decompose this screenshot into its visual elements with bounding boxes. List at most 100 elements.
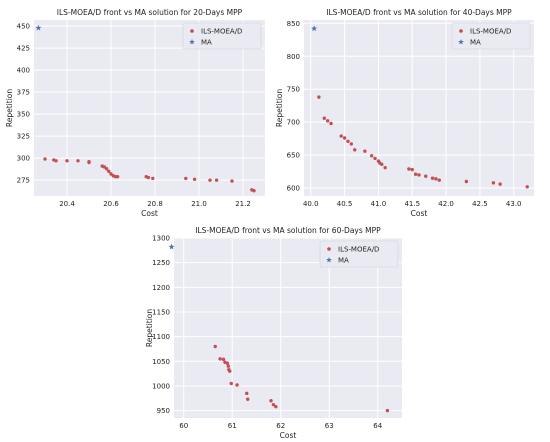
ils-moead-point bbox=[329, 121, 333, 126]
x-tick-label: 21.2 bbox=[235, 200, 251, 208]
y-tick-label: 1100 bbox=[152, 333, 170, 341]
ils-moead-point bbox=[322, 116, 326, 120]
ils-moead-point bbox=[410, 167, 414, 172]
chart-title: ILS-MOEA/D front vs MA solution for 40-D… bbox=[326, 8, 512, 17]
ils-moead-point bbox=[218, 357, 222, 361]
ils-moead-point bbox=[246, 397, 250, 401]
y-tick-label: 950 bbox=[157, 407, 170, 415]
y-axis-label: Repetition bbox=[145, 309, 154, 348]
ils-moead-point bbox=[228, 369, 232, 373]
ils-moead-point bbox=[437, 178, 441, 182]
legend-label: ILS-MOEA/D bbox=[470, 28, 511, 36]
x-tick-label: 20.8 bbox=[147, 200, 163, 208]
y-tick-label: 800 bbox=[287, 53, 300, 61]
chart-3: 60 61 62 63 64 950 1000 1050 1100 1150 1200 1250 130… bbox=[145, 226, 402, 440]
ils-moead-point bbox=[225, 361, 230, 365]
y-tick-label: 375 bbox=[17, 89, 30, 97]
ils-moead-point bbox=[369, 154, 374, 158]
ils-moead-point bbox=[383, 165, 387, 170]
x-tick-label: 61 bbox=[228, 422, 237, 430]
ils-moead-point bbox=[349, 142, 354, 146]
ils-moead-point bbox=[87, 160, 91, 165]
ils-moead-point bbox=[104, 167, 109, 171]
y-tick-label: 1250 bbox=[152, 259, 170, 267]
legend-star-marker bbox=[326, 257, 332, 263]
x-tick-label: 40.5 bbox=[337, 200, 353, 208]
legend-circle-marker bbox=[327, 247, 331, 251]
x-tick-label: 62 bbox=[276, 422, 285, 430]
legend-label: MA bbox=[470, 39, 481, 47]
ils-moead-point bbox=[271, 402, 276, 407]
x-tick-label: 43.0 bbox=[506, 200, 522, 208]
ils-moead-point bbox=[192, 177, 197, 181]
ils-moead-point bbox=[54, 159, 58, 163]
ils-moead-point bbox=[413, 172, 418, 176]
ils-moead-point bbox=[380, 162, 384, 167]
y-tick-label: 300 bbox=[17, 155, 30, 163]
ils-moead-point bbox=[430, 176, 435, 180]
plot-area bbox=[304, 20, 534, 196]
ils-moead-point bbox=[115, 174, 120, 179]
ils-moead-point bbox=[424, 174, 428, 178]
ils-moead-point bbox=[491, 181, 496, 185]
y-tick-label: 1050 bbox=[152, 358, 170, 366]
y-tick-label: 1000 bbox=[152, 382, 170, 390]
ils-moead-point bbox=[498, 182, 502, 186]
x-tick-label: 64 bbox=[373, 422, 382, 430]
x-tick-label: 40.0 bbox=[303, 200, 319, 208]
ils-moead-point bbox=[339, 134, 343, 138]
ils-moead-point bbox=[464, 179, 469, 184]
ma-star-point bbox=[35, 24, 42, 31]
ils-moead-point bbox=[252, 189, 256, 193]
ma-star-point bbox=[168, 243, 175, 250]
legend-box bbox=[319, 240, 399, 268]
ils-moead-point bbox=[373, 156, 377, 161]
ils-moead-point bbox=[151, 176, 155, 181]
ils-moead-point bbox=[226, 364, 231, 368]
ils-moead-point bbox=[230, 179, 234, 183]
legend-box bbox=[182, 22, 262, 50]
ils-moead-point bbox=[385, 408, 390, 413]
ils-moead-point bbox=[325, 119, 330, 123]
legend-circle-marker bbox=[459, 29, 463, 33]
ils-moead-point bbox=[229, 381, 233, 386]
chart-title: ILS-MOEA/D front vs MA solution for 20-D… bbox=[57, 8, 243, 17]
x-tick-label: 42.0 bbox=[438, 200, 454, 208]
y-tick-label: 600 bbox=[287, 185, 300, 193]
plot-area bbox=[34, 20, 265, 196]
ils-moead-point bbox=[213, 344, 217, 349]
ils-moead-point bbox=[221, 357, 226, 362]
ils-moead-point bbox=[146, 175, 151, 180]
legend-star-marker bbox=[458, 39, 464, 45]
ils-moead-point bbox=[184, 176, 188, 181]
ils-moead-point bbox=[245, 391, 249, 396]
y-axis-label: Repetition bbox=[275, 89, 284, 128]
ils-moead-point bbox=[346, 139, 350, 143]
x-tick-label: 41.5 bbox=[404, 200, 420, 208]
y-tick-label: 750 bbox=[287, 86, 300, 94]
y-tick-label: 1300 bbox=[152, 235, 170, 243]
legend-label: MA bbox=[201, 39, 212, 47]
y-tick-label: 650 bbox=[287, 152, 300, 160]
ils-moead-point bbox=[107, 169, 111, 174]
y-tick-label: 275 bbox=[17, 177, 30, 185]
ils-moead-point bbox=[208, 178, 212, 182]
y-tick-label: 350 bbox=[17, 111, 30, 119]
ma-star-point bbox=[311, 25, 318, 32]
legend: ILS-MOEA/D MA bbox=[319, 240, 399, 268]
ils-moead-point bbox=[417, 173, 421, 177]
ils-moead-point bbox=[214, 178, 219, 182]
x-axis-label: Cost bbox=[280, 431, 297, 440]
ils-moead-point bbox=[43, 157, 47, 161]
y-tick-label: 450 bbox=[17, 23, 30, 31]
x-axis-label: Cost bbox=[141, 209, 158, 218]
legend: ILS-MOEA/D MA bbox=[182, 22, 262, 50]
ils-moead-point bbox=[274, 404, 278, 409]
ils-moead-point bbox=[65, 159, 69, 163]
legend-star-marker bbox=[189, 39, 195, 45]
x-tick-label: 21.0 bbox=[191, 200, 207, 208]
ils-moead-point bbox=[353, 148, 357, 152]
x-tick-label: 60 bbox=[179, 422, 188, 430]
legend-circle-marker bbox=[190, 29, 194, 33]
